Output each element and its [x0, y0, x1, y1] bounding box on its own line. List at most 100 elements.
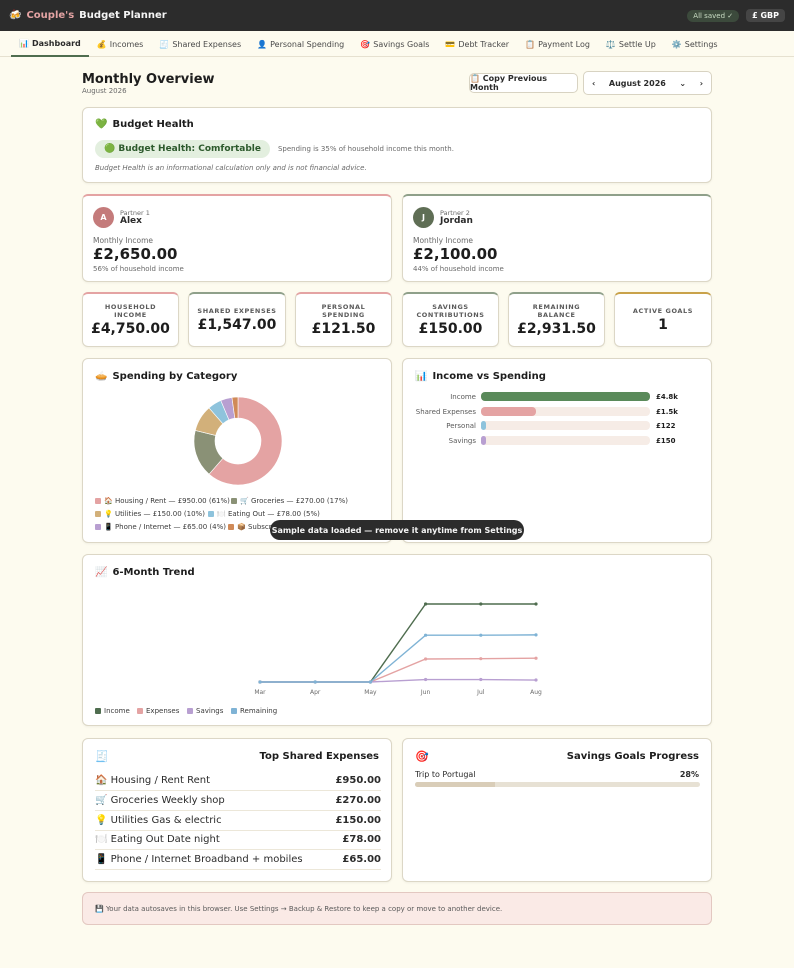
top-bar: 🍻 Couple's Budget Planner All saved ✓ £ …	[0, 0, 794, 31]
trend-point[interactable]	[424, 677, 428, 682]
shared-expense-label: 🏠 Housing / Rent Rent	[95, 775, 211, 786]
stat-value: 1	[658, 317, 668, 333]
pie-slice[interactable]	[208, 396, 283, 486]
goal-progress-bar	[415, 782, 700, 787]
partner-name: Alex	[120, 216, 142, 226]
chevron-down-icon[interactable]: ⌄	[679, 78, 687, 88]
app-logo-icon: 🍻	[9, 10, 22, 21]
app-title-suffix: Budget Planner	[79, 10, 167, 21]
nav-label: Shared Expenses	[172, 39, 242, 49]
income-share: 56% of household income	[93, 265, 184, 273]
trend-legend-item: Savings	[187, 707, 223, 715]
nav-icon: 💳	[445, 39, 456, 49]
trend-point[interactable]	[534, 656, 538, 660]
goal-progress-fill	[415, 782, 495, 787]
nav-icon: ⚖️	[605, 39, 616, 49]
month-select[interactable]: August 2026	[608, 78, 666, 88]
savings-goals-card: 🎯 Savings Goals Progress Trip to Portuga…	[402, 738, 712, 882]
saved-status-badge: All saved ✓	[687, 9, 740, 22]
budget-health-card: 💚 Budget Health 🟢 Budget Health: Comfort…	[82, 107, 712, 183]
currency-selector[interactable]: £ GBP	[746, 9, 785, 22]
pie-legend-item: 🍽️ Eating Out — £78.00 (5%)	[208, 510, 320, 518]
trend-chart-icon: 📈	[95, 567, 108, 578]
trend-point[interactable]	[534, 602, 538, 606]
trend-point[interactable]	[368, 680, 372, 684]
trend-point[interactable]	[479, 602, 483, 606]
x-tick-label: Apr	[310, 689, 321, 696]
spending-by-category-card: 🥧 Spending by Category 🏠 Housing / Rent …	[82, 358, 392, 543]
bar-value-label: £122	[656, 422, 676, 430]
trend-point[interactable]	[258, 680, 262, 684]
nav-icon: 🧾	[159, 39, 170, 49]
shared-expense-label: 💡 Utilities Gas & electric	[95, 814, 222, 826]
shared-expense-amount: £78.00	[342, 834, 381, 846]
prev-month-chevron-icon[interactable]: ‹	[592, 78, 596, 88]
nav-tab-debt-tracker[interactable]: 💳 Debt Tracker	[437, 31, 517, 57]
trend-point[interactable]	[479, 677, 483, 682]
goal-name: Trip to Portugal	[415, 770, 476, 779]
partner-card: A Partner 1 Alex Monthly Income £2,650.00 56%…	[82, 194, 392, 282]
nav-tab-settle-up[interactable]: ⚖️ Settle Up	[598, 31, 664, 57]
pie-legend-item: 🛒 Groceries — £270.00 (17%)	[231, 497, 348, 505]
partner-role: Partner 1	[120, 209, 150, 217]
shared-expense-label: 📱 Phone / Internet Broadband + mobiles	[95, 854, 303, 866]
partner-income-value: £2,650.00	[93, 245, 178, 263]
legend-label: Savings	[196, 707, 224, 715]
sample-data-toast[interactable]: Sample data loaded — remove it anytime f…	[270, 520, 524, 540]
bar-category-label: Personal	[446, 422, 476, 430]
nav-icon: 💰	[96, 39, 107, 49]
legend-swatch	[231, 708, 237, 714]
pie-legend-item: 📦 Subscr	[228, 523, 272, 531]
trend-point[interactable]	[534, 633, 538, 637]
target-icon: 🎯	[415, 750, 429, 763]
bar-chart-icon: 📊	[415, 371, 428, 382]
nav-label: Savings Goals	[373, 39, 430, 49]
legend-label: 🛒 Groceries — £270.00 (17%)	[240, 497, 348, 505]
nav-tab-settings[interactable]: ⚙️ Settings	[664, 31, 726, 57]
trend-point[interactable]	[424, 602, 428, 606]
legend-label: 📦 Subscr	[237, 523, 272, 531]
next-month-chevron-icon[interactable]: ›	[699, 78, 703, 88]
bar-fill	[481, 392, 650, 401]
stat-card-shared-expenses: SHARED EXPENSES £1,547.00	[188, 292, 286, 347]
legend-swatch	[208, 511, 214, 517]
green-heart-icon: 💚	[95, 119, 108, 130]
legend-swatch	[228, 524, 234, 530]
nav-tab-personal-spending[interactable]: 👤 Personal Spending	[249, 31, 352, 57]
bar-track	[481, 435, 650, 445]
nav-tab-incomes[interactable]: 💰 Incomes	[89, 31, 152, 57]
bar-value-label: £4.8k	[656, 393, 678, 401]
trend-point[interactable]	[534, 678, 538, 682]
legend-swatch	[187, 708, 193, 714]
trend-legend-item: Income	[95, 707, 130, 715]
copy-previous-month-button[interactable]: 📋 Copy Previous Month	[469, 73, 578, 93]
nav-tab-savings-goals[interactable]: 🎯 Savings Goals	[352, 31, 437, 57]
nav-tab-payment-log[interactable]: 📋 Payment Log	[517, 31, 598, 57]
nav-icon: ⚙️	[671, 39, 682, 49]
autosave-footer-note: 💾 Your data autosaves in this browser. U…	[82, 892, 712, 925]
stat-label: REMAINING BALANCE	[532, 303, 581, 319]
trend-point[interactable]	[479, 633, 483, 637]
stat-label: HOUSEHOLD INCOME	[104, 303, 157, 319]
pie-slice[interactable]	[231, 396, 239, 419]
shared-expense-row: 🏠 Housing / Rent Rent £950.00	[95, 771, 381, 791]
nav-tab-shared-expenses[interactable]: 🧾 Shared Expenses	[151, 31, 249, 57]
nav-tab-dashboard[interactable]: 📊 Dashboard	[11, 31, 89, 57]
trend-card: 📈 6-Month Trend Mar Apr May Jun Jul Aug Incom…	[82, 554, 712, 726]
trend-series-line	[260, 657, 537, 683]
trend-point[interactable]	[313, 680, 317, 684]
trend-point[interactable]	[424, 633, 428, 637]
trend-point[interactable]	[479, 657, 483, 661]
stat-label: SHARED EXPENSES	[197, 307, 277, 315]
trend-point[interactable]	[424, 657, 428, 661]
pie-legend-item: 🏠 Housing / Rent — £950.00 (61%)	[95, 497, 230, 505]
legend-label: Remaining	[240, 707, 278, 715]
shared-expense-amount: £150.00	[335, 814, 381, 826]
pie-legend-item: 📱 Phone / Internet — £65.00 (4%)	[95, 523, 226, 531]
top-shared-expenses-title: Top Shared Expenses	[259, 751, 379, 762]
shared-expense-amount: £65.00	[342, 854, 381, 866]
shared-expense-row: 💡 Utilities Gas & electric £150.00	[95, 811, 381, 831]
nav-label: Settings	[684, 39, 718, 49]
nav-label: Settle Up	[618, 39, 656, 49]
stat-value: £150.00	[418, 321, 483, 337]
